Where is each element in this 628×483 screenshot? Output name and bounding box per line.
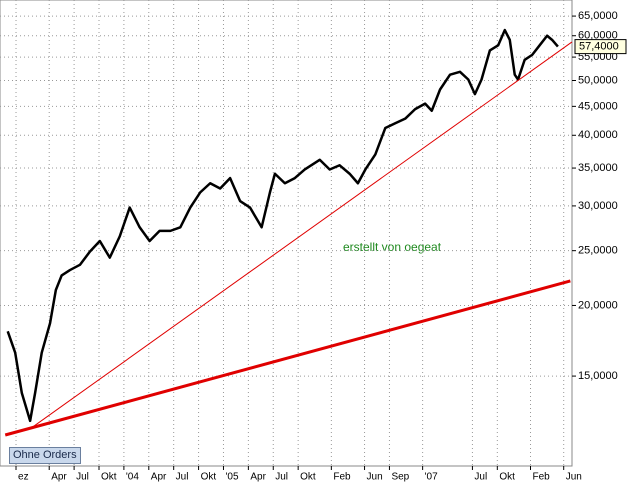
series-line: [29, 41, 573, 430]
x-tick-label: Apr: [51, 472, 67, 483]
y-tick-label: 45,0000: [578, 100, 618, 112]
x-tick-label: Jun: [566, 472, 582, 483]
x-tick-label: Okt: [300, 472, 316, 483]
x-tick-label: Feb: [533, 472, 551, 483]
x-tick-label: '05: [225, 472, 238, 483]
y-tick-label: 30,0000: [578, 200, 618, 212]
x-tick-label: Jun: [367, 472, 383, 483]
series-line: [4, 279, 571, 437]
x-tick-label: Jul: [474, 472, 487, 483]
x-tick-label: '07: [425, 472, 438, 483]
x-tick-label: Jul: [76, 472, 89, 483]
series-line: [6, 28, 559, 423]
y-tick-label: 65,0000: [578, 10, 618, 22]
plot-frame: [0, 0, 573, 467]
y-tick-label: 40,0000: [578, 129, 618, 141]
x-tick-label: Feb: [333, 472, 351, 483]
x-tick-label: Jul: [176, 472, 189, 483]
y-tick-label: 25,0000: [578, 245, 618, 257]
x-tick-label: Okt: [201, 472, 217, 483]
x-tick-label: Okt: [101, 472, 117, 483]
annotation: erstellt von oegeat: [343, 240, 442, 254]
x-tick-label: Jul: [275, 472, 288, 483]
x-tick-label: Apr: [151, 472, 167, 483]
x-tick-label: Sep: [391, 472, 409, 483]
price-marker-label: 57,4000: [579, 41, 619, 53]
x-tick-label: Apr: [250, 472, 266, 483]
x-tick-label: Okt: [499, 472, 515, 483]
ohne-orders-button[interactable]: Ohne Orders: [9, 447, 81, 464]
x-tick-label: '04: [126, 472, 139, 483]
y-tick-label: 60,0000: [578, 30, 618, 42]
y-tick-label: 20,0000: [578, 299, 618, 311]
y-tick-label: 35,0000: [578, 162, 618, 174]
x-tick-label: ez: [18, 472, 29, 483]
price-marker: [574, 39, 627, 55]
y-tick-label: 50,0000: [578, 74, 618, 86]
y-tick-label: 15,0000: [578, 370, 618, 382]
